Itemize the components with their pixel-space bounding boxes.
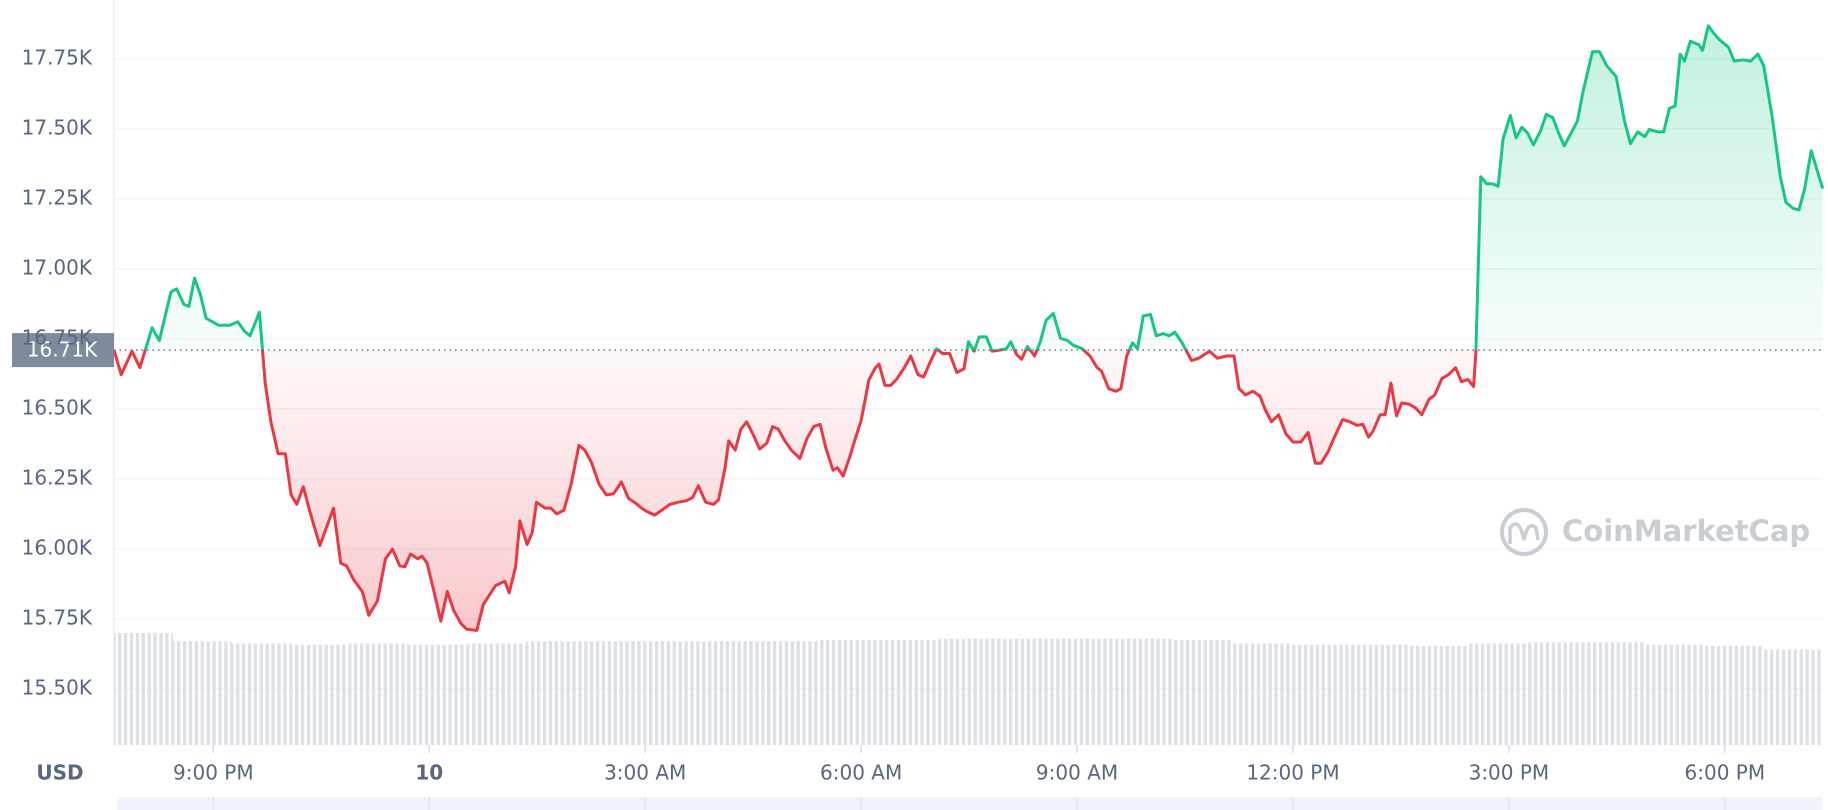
volume-bar [1527,642,1587,745]
volume-bar [349,643,409,745]
x-tick-label: 9:00 PM [173,761,254,785]
y-tick-label: 16.25K [22,465,93,489]
y-tick-label: 16.75K [22,325,93,349]
watermark-text: CoinMarketCap [1562,514,1810,548]
y-tick-label: 17.00K [22,255,93,279]
volume-bar [408,644,468,745]
volume-bar [1174,639,1234,745]
volume-layer [114,632,1822,745]
volume-bar [1350,644,1410,745]
x-tick-label: 10 [415,761,443,785]
volume-bar [938,638,998,745]
line-layer [112,24,1825,632]
volume-bar [1468,643,1528,745]
y-tick-label: 15.75K [22,605,93,629]
volume-bar [820,639,880,745]
watermark-logo [1500,508,1548,556]
volume-bar [114,632,173,745]
volume-bar [1233,643,1292,745]
ref-layer: 16.71K [12,333,1822,368]
y-tick-label: 16.00K [22,535,93,559]
volume-bar [1115,638,1175,745]
volume-bar [1586,642,1646,745]
y-tick-label: 17.25K [22,185,93,209]
price-area [114,25,1823,631]
y-tick-label: 15.50K [22,675,93,699]
volume-bar [1704,645,1764,745]
volume-bar [467,643,527,745]
volume-bar [879,639,939,745]
volume-bar [231,643,291,745]
volume-bar [761,641,821,745]
reference-label: 16.71K [27,338,98,362]
x-tick-label: 3:00 AM [604,761,686,785]
reference-label-box [12,333,114,368]
volume-bar [1763,649,1822,745]
watermark-logo-mark [1508,522,1540,544]
volume-bar [585,641,645,745]
navigator-strip [117,797,1822,810]
x-tick-label: 9:00 AM [1036,761,1118,785]
labels-layer: 15.50K 15.75K 16.00K 16.25K 16.50K 16.75K 17.0… [22,45,1766,784]
x-tick-label: 6:00 AM [820,761,902,785]
volume-bar [1291,644,1351,745]
y-tick-label: 16.50K [22,395,93,419]
area-layer [114,25,1823,631]
volume-bar [1409,645,1469,745]
y-tick-label: 17.75K [22,45,93,69]
y-unit: USD [36,761,83,785]
volume-bar [1056,638,1116,745]
price-line [112,24,1825,632]
x-tick-label: 12:00 PM [1246,761,1339,785]
volume-bar [526,641,586,745]
volume-bar [172,641,232,745]
volume-bar [997,638,1057,745]
x-tick-label: 3:00 PM [1469,761,1550,785]
watermark: CoinMarketCap [1500,508,1810,556]
volume-bar [702,641,762,745]
volume-bar [1645,644,1705,745]
volume-bar [290,644,350,745]
y-tick-label: 17.50K [22,115,93,139]
x-tick-label: 6:00 PM [1685,761,1766,785]
volume-bar [644,641,703,745]
